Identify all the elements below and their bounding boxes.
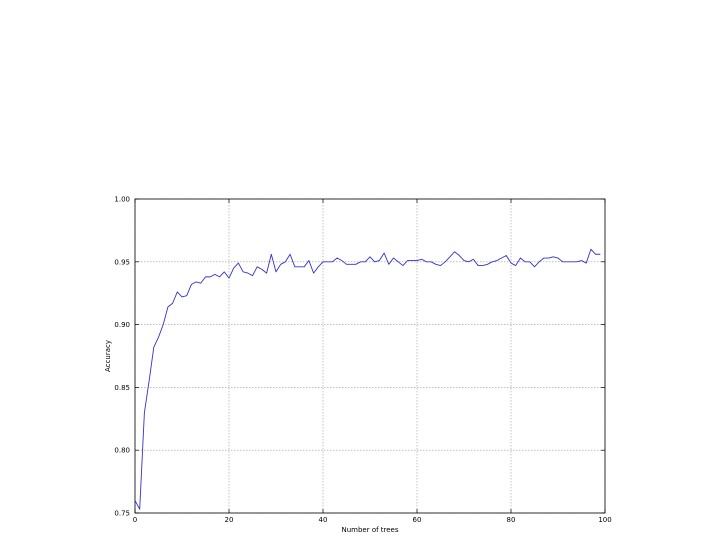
x-axis-tick-labels: 0 20 40 60 80 100 xyxy=(133,516,612,524)
y-tick-label: 1.00 xyxy=(114,196,130,204)
x-tick-label: 60 xyxy=(413,516,422,524)
x-tick-label: 100 xyxy=(598,516,611,524)
y-tick-label: 0.90 xyxy=(114,321,130,329)
y-tick-label: 0.95 xyxy=(114,258,130,266)
x-tick-label: 0 xyxy=(133,516,137,524)
x-tick-label: 40 xyxy=(319,516,328,524)
y-tick-label: 0.85 xyxy=(114,384,130,392)
axis-ticks xyxy=(134,198,606,514)
y-tick-label: 0.75 xyxy=(114,510,130,518)
y-tick-label: 0.80 xyxy=(114,447,130,455)
x-axis-title: Number of trees xyxy=(341,526,398,534)
x-tick-label: 80 xyxy=(507,516,516,524)
accuracy-series-line xyxy=(134,248,601,510)
grid xyxy=(134,198,606,514)
y-axis-title: Accuracy xyxy=(104,340,112,372)
x-tick-label: 20 xyxy=(225,516,234,524)
y-axis-tick-labels: 0.75 0.80 0.85 0.90 0.95 1.00 xyxy=(114,196,130,518)
plot-area-frame xyxy=(134,198,606,514)
